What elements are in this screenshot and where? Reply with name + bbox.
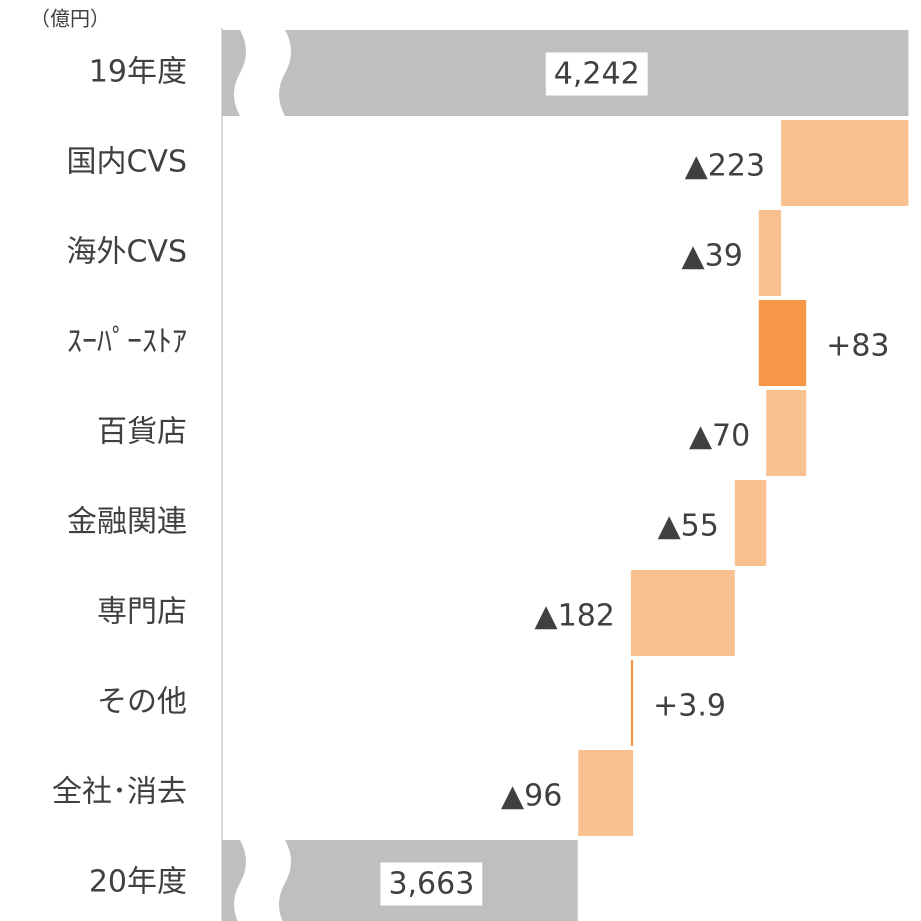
bar: [630, 660, 634, 746]
axis-break: [234, 840, 291, 921]
value-label: ▲39: [682, 239, 743, 274]
value-label: ▲223: [685, 149, 765, 184]
bar: [781, 120, 909, 206]
bar: [758, 300, 807, 386]
value-label: +83: [826, 329, 889, 364]
value-label: ▲96: [501, 779, 562, 814]
unit-label: （億円）: [30, 7, 110, 31]
value-label-box: [545, 52, 648, 96]
bar: [758, 210, 782, 296]
bar: [734, 480, 767, 566]
category-label: 金融関連: [67, 505, 187, 540]
category-label: ｽｰﾊﾟｰｽﾄｱ: [67, 325, 187, 360]
axis-break: [234, 30, 291, 116]
category-label: 海外CVS: [66, 235, 187, 270]
value-label: ▲70: [689, 419, 750, 454]
value-label: 3,663: [388, 867, 474, 902]
category-label: 19年度: [89, 55, 187, 90]
value-label: 4,242: [554, 57, 640, 92]
bar: [766, 390, 807, 476]
category-label: 全社･消去: [52, 775, 187, 810]
bar: [630, 570, 735, 656]
category-label: 20年度: [89, 865, 187, 900]
value-label: ▲55: [658, 509, 719, 544]
bar: [578, 750, 634, 836]
value-label-box: [380, 862, 483, 906]
value-label: +3.9: [653, 689, 726, 724]
category-label: その他: [97, 685, 187, 720]
category-label: 国内CVS: [66, 145, 187, 180]
category-label: 専門店: [97, 595, 187, 630]
category-label: 百貨店: [97, 415, 187, 450]
value-label: ▲182: [535, 599, 615, 634]
